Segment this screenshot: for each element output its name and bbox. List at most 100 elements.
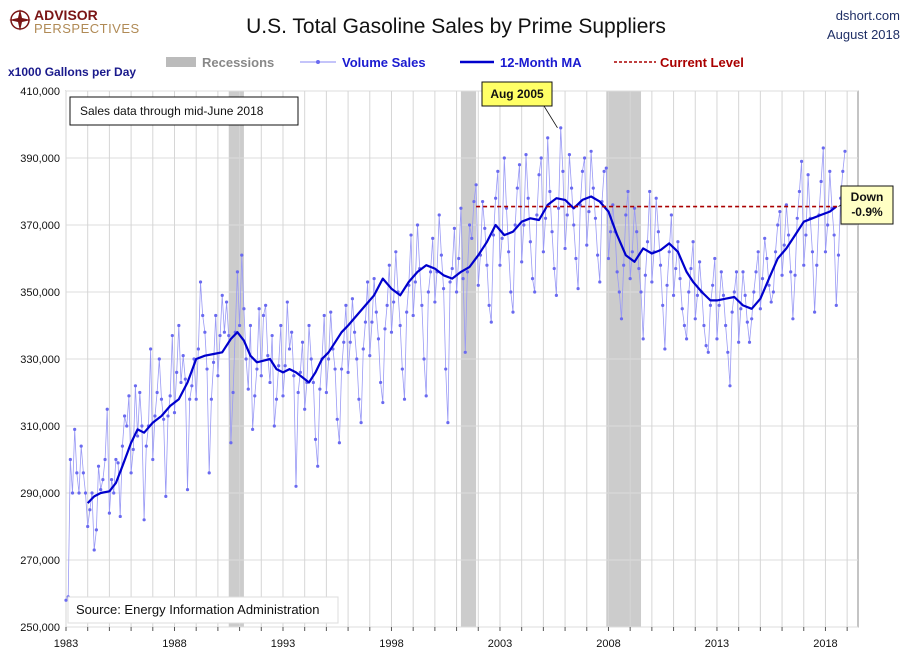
volume-sales-point [650,280,654,284]
volume-sales-point [752,290,756,294]
volume-sales-point [101,478,105,482]
volume-sales-point [251,427,255,431]
volume-sales-point [517,163,522,167]
volume-sales-point [272,424,276,428]
volume-sales-point [598,280,602,284]
volume-sales-point [142,518,146,522]
volume-sales-point [240,253,244,257]
volume-sales-point [227,333,231,338]
volume-sales-point [441,287,446,291]
volume-sales-point [433,300,437,304]
volume-sales-point [361,347,365,351]
volume-sales-point [576,287,580,291]
volume-sales-point [724,323,728,328]
source-text: Source: Energy Information Administratio… [76,602,320,617]
volume-sales-point [136,434,140,438]
volume-sales-point [79,444,83,448]
volume-sales-point [654,196,658,200]
volume-sales-point [813,310,817,314]
source-box: Source: Energy Information Administratio… [67,596,339,624]
volume-sales-point [266,354,270,358]
volume-sales-point [758,307,762,311]
volume-sales-point [77,491,81,495]
volume-sales-point [773,250,778,254]
volume-sales-point [73,427,77,431]
volume-sales-point [348,340,352,344]
volume-sales-point [188,397,192,401]
volume-sales-point [663,347,667,351]
volume-sales-point [253,394,257,398]
volume-sales-point [494,196,498,200]
volume-sales-point [550,230,554,234]
volume-sales-point [569,186,574,190]
volume-sales-point [593,216,598,220]
volume-sales-point [587,210,591,214]
volume-sales-point [641,337,645,341]
volume-sales-point [120,444,125,448]
volume-sales-point [157,357,161,361]
volume-sales-point [333,367,337,371]
volume-sales-point [90,491,94,495]
volume-sales-point [682,323,687,328]
volume-sales-point [702,323,706,328]
volume-sales-point [125,424,129,428]
volume-sales-point [602,169,606,173]
volume-sales-point [244,357,248,361]
volume-sales-point [799,159,804,163]
volume-sales-point [791,317,795,321]
volume-sales-point [185,488,190,492]
volume-sales-point [665,283,669,287]
volume-sales-point [259,374,263,378]
y-tick-label: 270,000 [20,555,60,567]
volume-sales-point [457,256,461,261]
volume-sales-point [207,471,211,475]
volume-sales-point [836,253,841,257]
volume-sales-point [309,357,313,361]
volume-sales-point [109,478,114,482]
volume-sales-point [615,270,619,274]
volume-sales-point [776,223,780,227]
current-level-label: Down [851,190,884,204]
volume-sales-point [747,340,752,344]
volume-sales-point [420,303,424,307]
volume-sales-point [81,471,85,475]
volume-sales-point [476,283,480,287]
volume-sales-point [363,320,368,324]
volume-sales-point [515,186,519,190]
volume-sales-point [667,250,671,254]
volume-sales-point [422,357,426,361]
credit-date: August 2018 [827,27,900,42]
legend-label-volume: Volume Sales [342,55,426,70]
volume-sales-point [385,303,389,307]
volume-sales-point [580,169,585,173]
x-tick-label: 2013 [705,638,729,650]
volume-sales-point [428,270,433,274]
volume-sales-point [726,350,730,354]
volume-sales-point [582,156,587,160]
volume-sales-point [669,213,673,217]
volume-sales-point [246,387,250,391]
volume-sales-point [684,337,689,341]
volume-sales-point [467,223,472,227]
volume-sales-point [257,307,261,311]
volume-sales-point [635,230,639,234]
volume-sales-point [270,333,274,338]
volume-sales-point [606,256,611,261]
volume-sales-point [112,491,116,495]
volume-sales-point [489,320,493,324]
volume-sales-point [335,417,339,421]
volume-sales-point [502,156,506,160]
y-tick-label: 290,000 [20,488,60,500]
volume-sales-point [216,374,220,378]
volume-sales-point [316,464,320,468]
volume-sales-point [485,263,489,267]
volume-sales-point [229,441,233,445]
source-box-frame [67,596,339,624]
volume-sales-point [535,213,539,217]
volume-sales-point [721,293,726,297]
volume-sales-point [162,417,166,421]
volume-sales-point [743,293,747,297]
volume-sales-point [730,310,734,314]
volume-sales-point [711,283,715,287]
volume-sales-point [819,179,823,184]
